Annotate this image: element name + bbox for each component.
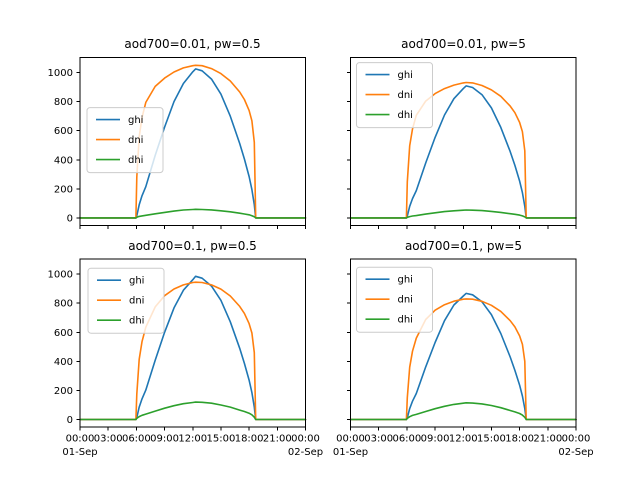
x-tick-label: 06:00 <box>122 434 151 445</box>
x-tick-label: 09:00 <box>150 434 179 445</box>
x-tick-label: 12:00 <box>449 434 478 445</box>
y-tick-label: 800 <box>54 299 73 310</box>
x-tick-date-label: 02-Sep <box>288 447 323 458</box>
x-tick-label: 06:00 <box>392 434 421 445</box>
y-tick-label: 600 <box>54 328 73 339</box>
legend: ghi dni dhi <box>87 267 165 334</box>
curve-ghi <box>349 85 577 219</box>
x-tick-label: 12:00 <box>178 434 207 445</box>
curve-dhi <box>349 401 577 421</box>
subplot-title-top-left: aod700=0.01, pw=0.5 <box>124 37 261 51</box>
x-tick-date-label: 02-Sep <box>558 447 593 458</box>
subplot-top-left: 0 200 400 600 800 1000 ghi dni dhi <box>48 57 307 230</box>
legend-label-dhi: dhi <box>128 155 143 166</box>
y-tick-label: 0 <box>67 415 73 426</box>
x-tick-label: 21:00 <box>533 434 562 445</box>
y-tick-label: 600 <box>54 126 73 137</box>
curve-ghi <box>349 292 577 421</box>
legend: ghi dni dhi <box>356 62 433 129</box>
y-tick-label: 0 <box>67 213 73 224</box>
y-tick-label: 200 <box>54 184 73 195</box>
subplot-bottom-right: 00:00 01-Sep 03:00 06:00 09:00 12:00 15:00 18:0… <box>333 258 594 458</box>
curve-dhi <box>79 208 307 219</box>
curve-dni <box>349 81 577 219</box>
legend-label-dhi: dhi <box>398 110 413 121</box>
x-tick-date-label: 01-Sep <box>333 447 368 458</box>
subplot-title-bottom-right: aod700=0.1, pw=5 <box>404 239 523 253</box>
legend: ghi dni dhi <box>86 107 164 174</box>
x-tick-label: 21:00 <box>263 434 292 445</box>
legend-label-dni: dni <box>398 90 413 101</box>
legend-label-dni: dni <box>398 295 413 306</box>
legend-label-ghi: ghi <box>129 276 144 287</box>
subplot-bottom-left: 0 200 400 600 800 1000 00:00 01-Sep 03:00 06:00 09… <box>48 258 323 458</box>
y-tick-label: 200 <box>54 386 73 397</box>
x-tick-label: 00:00 <box>336 434 365 445</box>
legend-label-ghi: ghi <box>398 275 413 286</box>
y-tick-label: 800 <box>54 97 73 108</box>
subplot-top-right: ghi dni dhi <box>347 57 577 230</box>
x-tick-label: 00:00 <box>291 434 320 445</box>
y-tick-label: 400 <box>54 357 73 368</box>
x-tick-label: 00:00 <box>66 434 95 445</box>
subplot-title-bottom-left: aod700=0.1, pw=0.5 <box>128 239 257 253</box>
x-tick-label: 03:00 <box>94 434 123 445</box>
legend-frame <box>86 107 164 174</box>
legend-label-dhi: dhi <box>129 316 144 327</box>
y-tick-label: 1000 <box>48 68 73 79</box>
curve-dhi <box>349 209 577 219</box>
legend-frame <box>356 266 433 333</box>
curve-dni <box>349 298 577 421</box>
x-tick-label: 03:00 <box>364 434 393 445</box>
curve-dni <box>79 281 307 421</box>
legend-label-dni: dni <box>129 296 144 307</box>
y-tick-label: 400 <box>54 155 73 166</box>
legend-label-ghi: ghi <box>398 70 413 81</box>
curve-ghi <box>79 68 307 219</box>
x-tick-label: 18:00 <box>505 434 534 445</box>
legend-label-ghi: ghi <box>128 115 143 126</box>
x-tick-label: 09:00 <box>421 434 450 445</box>
x-tick-date-label: 01-Sep <box>62 447 97 458</box>
x-tick-label: 18:00 <box>235 434 264 445</box>
x-tick-label: 15:00 <box>477 434 506 445</box>
x-tick-label: 15:00 <box>207 434 236 445</box>
y-tick-label: 1000 <box>48 270 73 281</box>
x-tick-label: 00:00 <box>562 434 591 445</box>
curve-dhi <box>79 401 307 421</box>
legend: ghi dni dhi <box>356 266 433 333</box>
legend-label-dni: dni <box>128 135 143 146</box>
legend-frame <box>356 62 433 129</box>
legend-label-dhi: dhi <box>398 315 413 326</box>
subplot-title-top-right: aod700=0.01, pw=5 <box>401 37 526 51</box>
legend-frame <box>87 267 165 334</box>
curve-ghi <box>79 275 307 421</box>
